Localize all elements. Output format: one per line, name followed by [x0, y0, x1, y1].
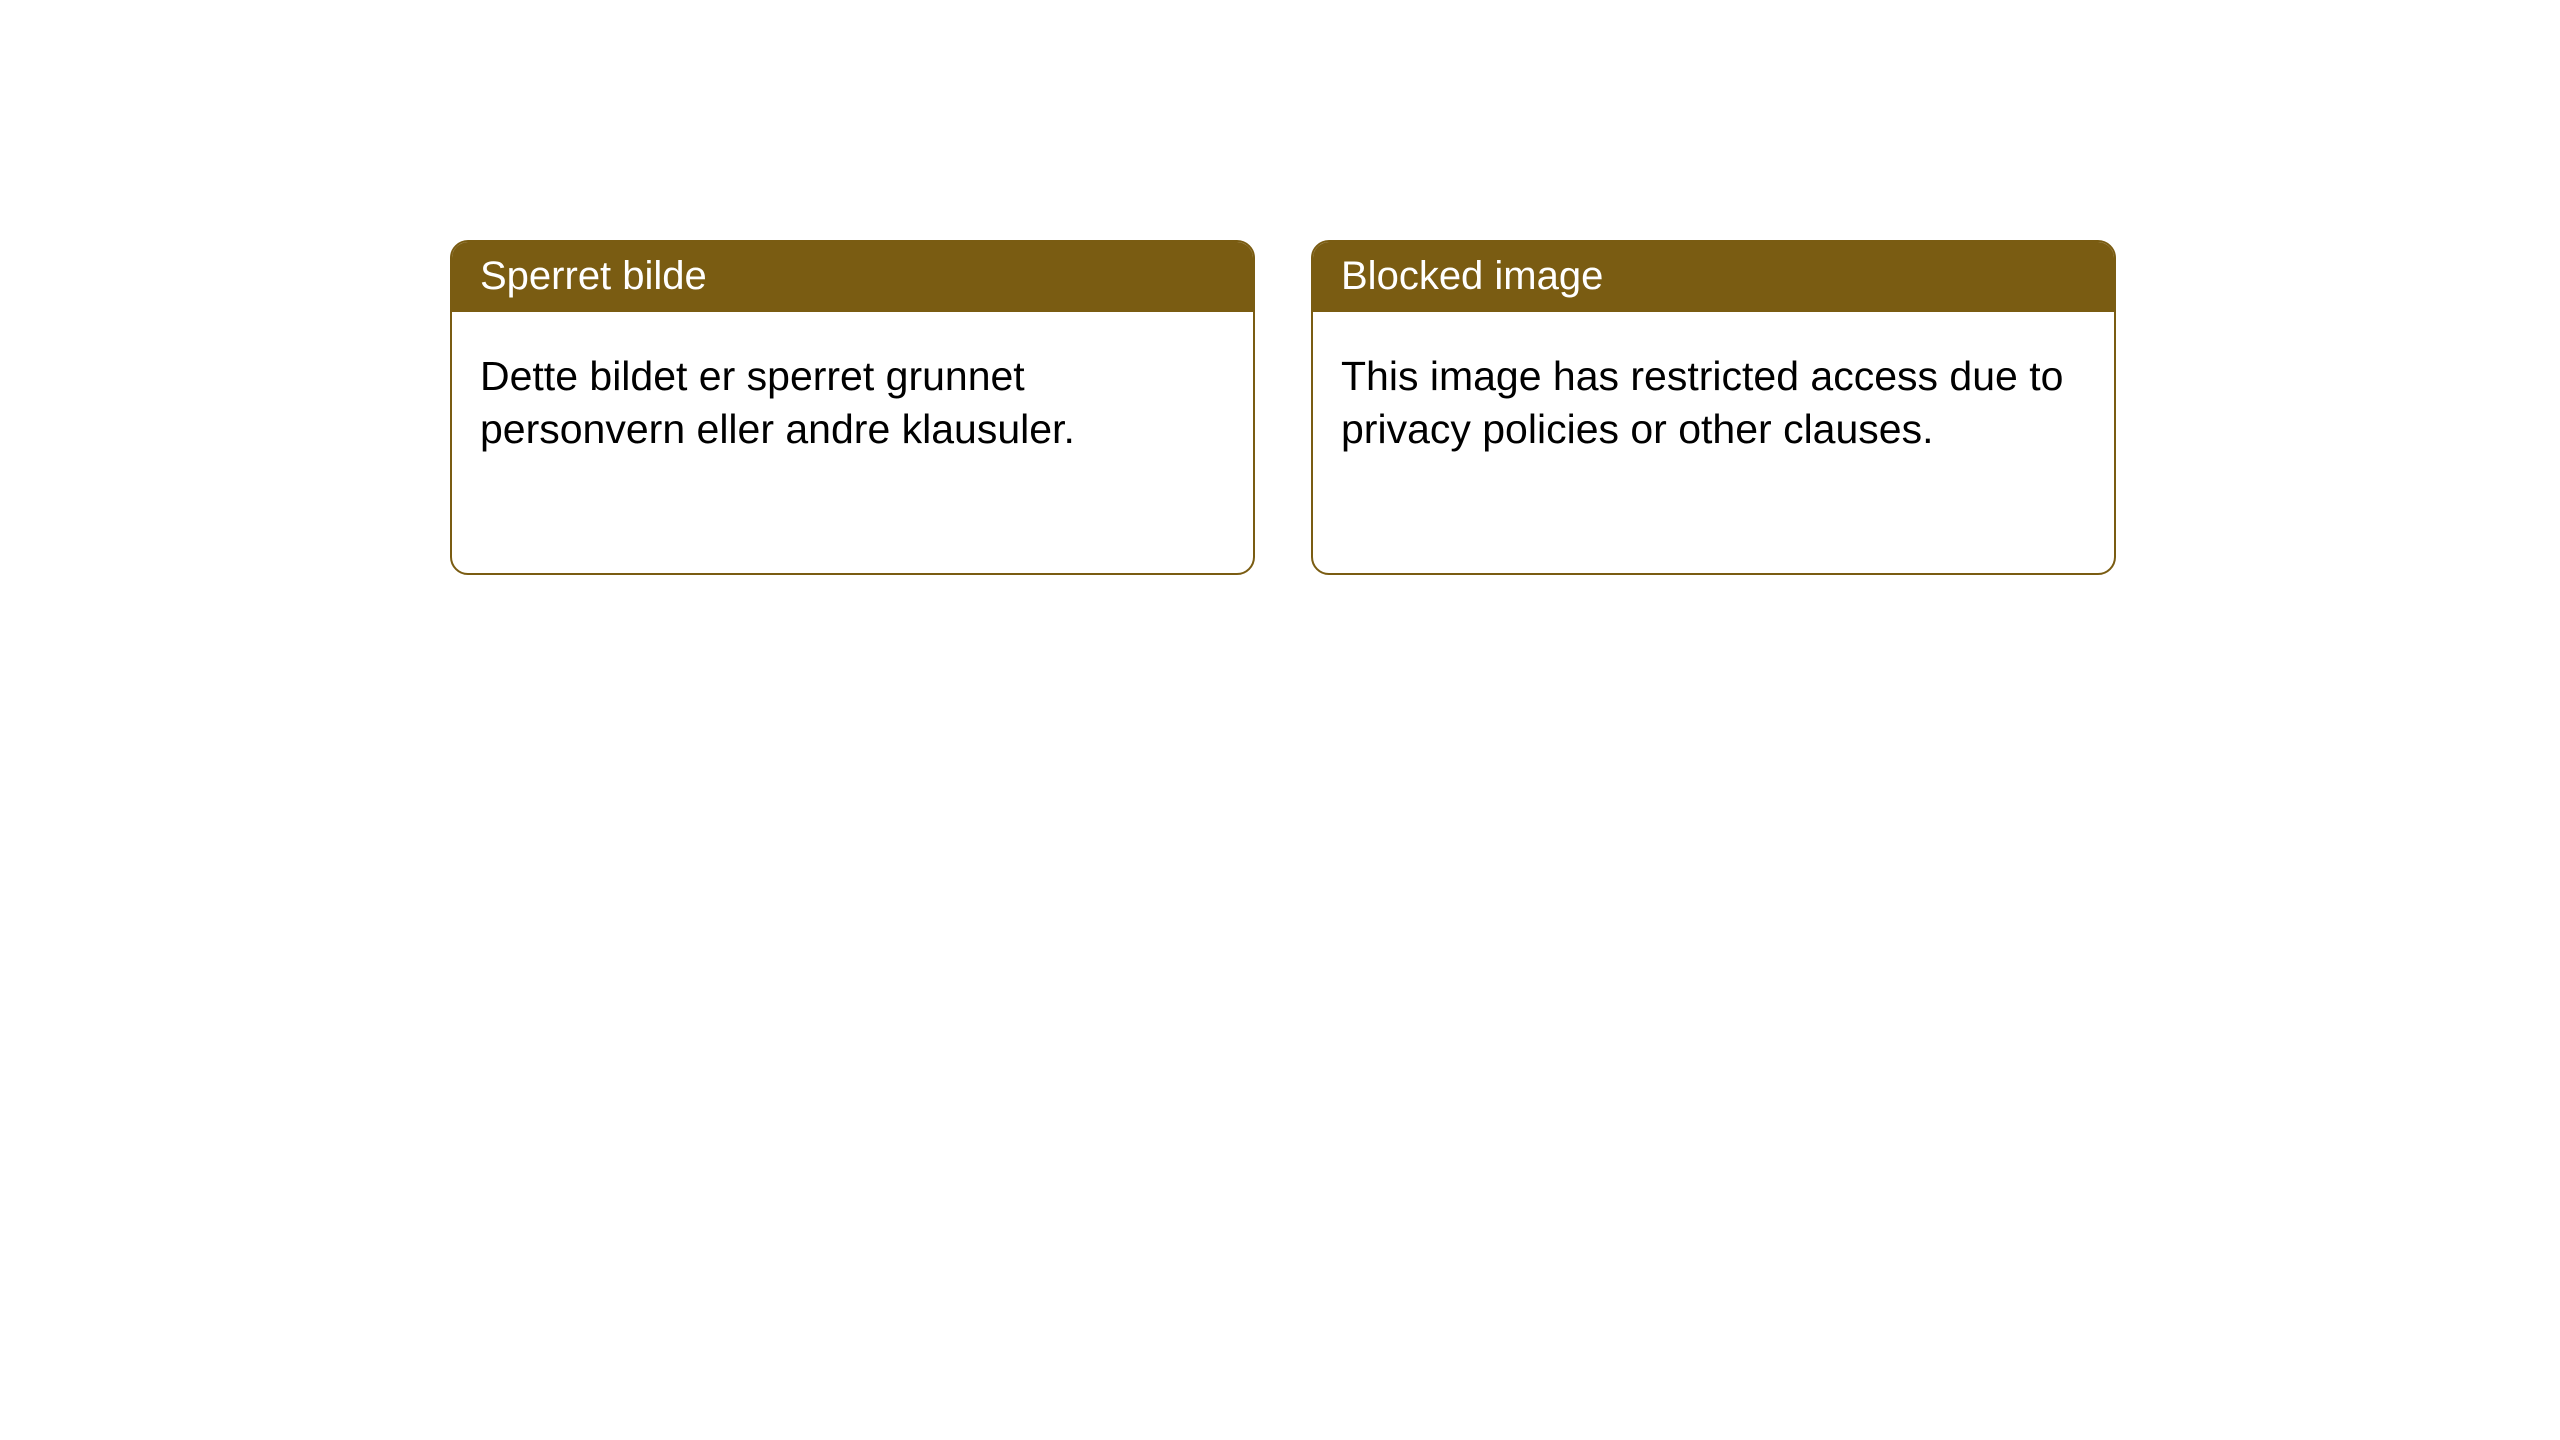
notice-container: Sperret bilde Dette bildet er sperret gr…: [0, 0, 2560, 575]
notice-body: Dette bildet er sperret grunnet personve…: [452, 312, 1253, 495]
notice-card-norwegian: Sperret bilde Dette bildet er sperret gr…: [450, 240, 1255, 575]
notice-title: Blocked image: [1313, 242, 2114, 312]
notice-card-english: Blocked image This image has restricted …: [1311, 240, 2116, 575]
notice-body: This image has restricted access due to …: [1313, 312, 2114, 495]
notice-title: Sperret bilde: [452, 242, 1253, 312]
